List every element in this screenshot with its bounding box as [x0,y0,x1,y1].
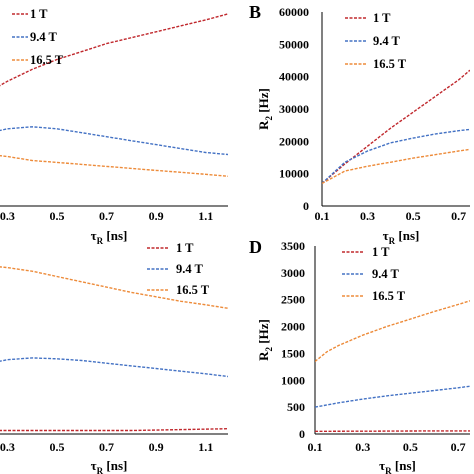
series-line-1-t [0,428,228,432]
x-tick-label: 0.3 [355,440,370,454]
y-tick-label: 0 [303,199,309,213]
x-axis-label-subscript: R [97,236,104,246]
y-tick-label: 60000 [279,5,309,19]
series-line-9-4-t [0,357,228,378]
x-tick-label: 0.1 [315,209,330,223]
series-line-16-5-t [315,300,470,363]
legend-label: 9.4 T [373,34,401,48]
x-axis-label: τR [ns] [91,228,128,246]
y-tick-label: 500 [287,400,305,414]
x-tick-label: 0.3 [0,440,15,454]
y-axis-label-unit: [Hz] [256,319,271,347]
x-tick-label: 0.9 [149,440,164,454]
x-axis-label-symbol: τ [91,458,97,473]
x-tick-label: 0.7 [99,209,114,223]
panel-letter-d: D [249,237,262,257]
y-tick-label: 10000 [279,167,309,181]
legend-label: 9.4 T [176,262,204,276]
x-tick-label: 0.1 [308,440,323,454]
y-tick-label: 0 [299,427,305,441]
legend-label: 9.4 T [30,30,58,44]
panel-letter-b: B [249,2,261,22]
series-line-9-4-t [315,385,470,408]
y-axis-label-subscript: 2 [264,115,274,120]
legend-label: 16.5 T [373,57,407,71]
x-axis-label-symbol: τ [383,228,389,243]
series-line-9-4-t [0,126,228,156]
x-axis-label-unit: [ns] [103,228,127,243]
panel-d-chart: 0.1 0.3 0.5 0.7τR [ns]050010001500200025003… [249,237,470,474]
x-tick-label: 0.9 [149,209,164,223]
x-axis-label: τR [ns] [383,228,420,246]
x-tick-label: 1.1 [198,440,213,454]
series-line-16-5-t [0,154,228,177]
series-line-16-5-t [0,266,228,309]
series-line-16-5-t [322,148,470,185]
series-line-9-4-t [322,128,470,184]
legend-label: 16.5 T [30,53,64,67]
x-tick-label: 0.5 [49,209,64,223]
x-tick-label: 0.5 [406,209,421,223]
x-axis-label: τR [ns] [379,458,416,474]
y-tick-label: 1500 [281,346,305,360]
y-axis-label-symbol: R [256,351,271,361]
y-tick-label: 50000 [279,37,309,51]
y-tick-label: 20000 [279,134,309,148]
legend-label: 1 T [373,11,391,25]
x-axis-label-subscript: R [389,236,396,246]
y-tick-label: 3500 [281,239,305,253]
x-tick-label: 1.1 [198,209,213,223]
legend-label: 9.4 T [372,267,400,281]
y-tick-label: 2500 [281,293,305,307]
x-axis-label-unit: [ns] [395,228,419,243]
x-tick-label: 0.3 [360,209,375,223]
x-tick-label: 0.3 [0,209,15,223]
y-axis-label-unit: [Hz] [256,88,271,116]
y-tick-label: 2000 [281,320,305,334]
x-tick-label: 0.5 [403,440,418,454]
x-axis-label-subscript: R [97,466,104,474]
x-axis-label: τR [ns] [91,458,128,474]
x-tick-label: 0.7 [451,440,466,454]
series-line-1-t [0,13,228,87]
x-tick-label: 0.7 [99,440,114,454]
x-axis-label-unit: [ns] [392,458,416,473]
x-tick-label: 0.5 [49,440,64,454]
panel-a-chart: 0.3 0.5 0.7 0.9 1.1 τR [ns] 1 T 9.4 T 16.5 T [0,7,228,246]
panel-c-chart: 0.3 0.5 0.7 0.9 1.1 τR [ns] 1 T 9.4 T 16.5 T [0,241,228,474]
legend-label: 16.5 T [372,289,406,303]
x-axis-label-symbol: τ [379,458,385,473]
legend-label: 1 T [176,241,194,255]
panel-b-chart: 0.1 0.3 0.5 0.7τR [ns]010000200003000040000… [249,2,470,246]
y-tick-label: 30000 [279,102,309,116]
legend-label: 1 T [372,245,390,259]
legend-label: 16.5 T [176,283,210,297]
x-axis-label-unit: [ns] [103,458,127,473]
series-line-1-t [322,69,470,184]
y-axis-label: R2 [Hz] [256,319,274,361]
y-axis-label-subscript: 2 [264,346,274,351]
x-axis-label-symbol: τ [91,228,97,243]
y-axis-label-symbol: R [256,120,271,130]
y-axis-label: R2 [Hz] [256,88,274,130]
y-tick-label: 3000 [281,266,305,280]
y-tick-label: 1000 [281,373,305,387]
x-tick-label: 0.7 [451,209,466,223]
x-axis-label-subscript: R [385,466,392,474]
legend-label: 1 T [30,7,48,21]
y-tick-label: 40000 [279,70,309,84]
